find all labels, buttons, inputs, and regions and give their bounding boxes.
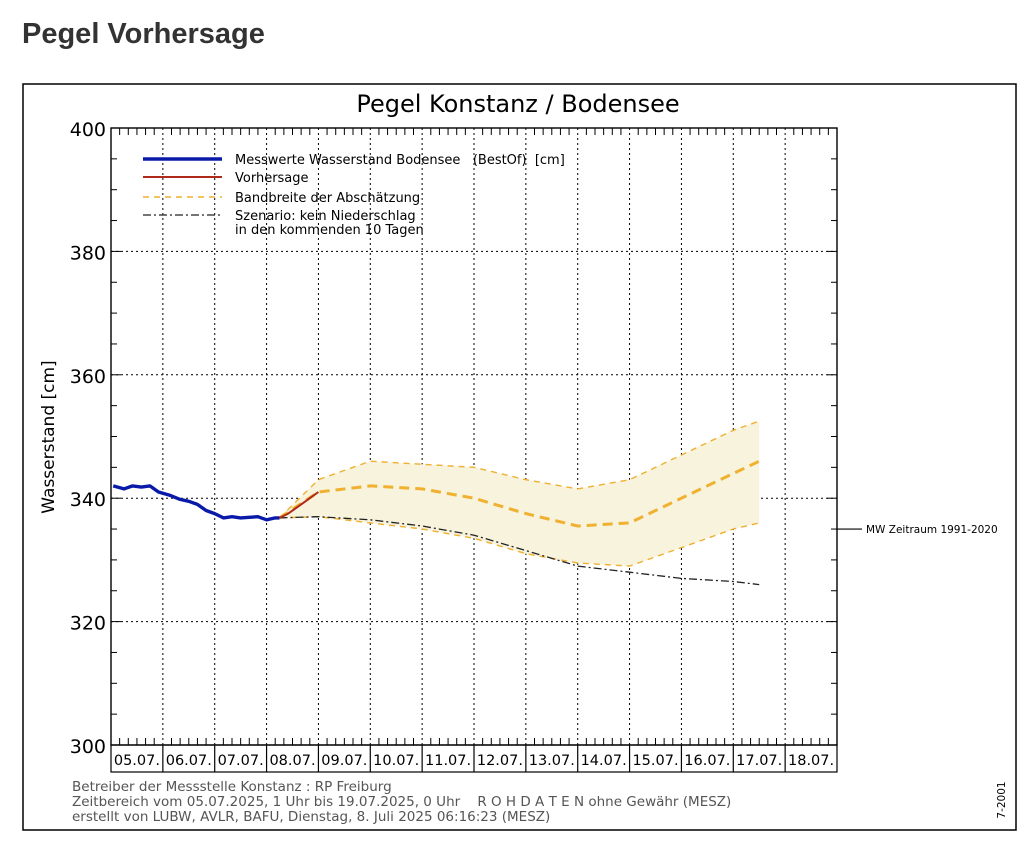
- x-axis-labels: 05.07. 06.07. 07.07. 08.07. 09.07. 10.07. 11.0…: [110, 744, 838, 773]
- footer-line-created: erstellt von LUBW, AVLR, BAFU, Dienstag,…: [72, 809, 550, 825]
- y-tick-label: 380: [70, 242, 106, 264]
- legend-label-szenario: Szenario: kein Niederschlag: [235, 209, 416, 224]
- legend-label-vorhersage: Vorhersage: [235, 171, 309, 186]
- chart-legend: Messwerte Wasserstand Bodensee (BestOf) …: [143, 153, 565, 238]
- series-line-messwerte: [112, 484, 280, 522]
- y-tick-label: 360: [70, 366, 106, 388]
- footer-line-operator: Betreiber der Messstelle Konstanz : RP F…: [72, 779, 392, 795]
- figure-frame: [22, 83, 1017, 831]
- x-tick-label: 06.07.: [166, 753, 212, 769]
- y-axis-ticks: 300 320 340 360 380 400: [70, 119, 837, 758]
- x-tick-label: 09.07.: [321, 753, 367, 769]
- y-tick-label: 340: [70, 489, 106, 511]
- page-heading: Pegel Vorhersage: [22, 18, 265, 50]
- data-series: [112, 484, 760, 586]
- y-tick-label: 320: [70, 613, 106, 635]
- legend-label-bandbreite: Bandbreite der Abschätzung: [235, 191, 420, 206]
- x-tick-label: 14.07.: [581, 753, 627, 769]
- y-axis-label: Wasserstand [cm]: [39, 360, 59, 513]
- x-tick-label: 11.07.: [425, 753, 471, 769]
- x-tick-label: 10.07.: [373, 753, 419, 769]
- y-tick-label: 400: [70, 119, 106, 141]
- x-tick-label: 17.07.: [736, 753, 782, 769]
- reference-line-label: MW Zeitraum 1991-2020: [866, 524, 998, 536]
- x-tick-label: 18.07.: [788, 753, 834, 769]
- x-tick-label: 15.07.: [632, 753, 678, 769]
- y-tick-label: 300: [70, 736, 106, 758]
- series-line-vorhersage: [279, 491, 319, 519]
- footer-text: Betreiber der Messstelle Konstanz : RP F…: [72, 779, 731, 825]
- footer-line-timerange: Zeitbereich vom 05.07.2025, 1 Uhr bis 19…: [72, 794, 731, 810]
- legend-label-messwerte: Messwerte Wasserstand Bodensee (BestOf) …: [235, 153, 565, 168]
- x-tick-label: 05.07.: [114, 753, 160, 769]
- side-code: 7-2001: [996, 781, 1008, 818]
- forecast-band: [278, 420, 760, 567]
- band-fill: [279, 421, 760, 567]
- reference-line-mw: MW Zeitraum 1991-2020: [837, 524, 998, 536]
- band-upper-line: [279, 420, 760, 519]
- x-tick-label: 08.07.: [269, 753, 315, 769]
- x-tick-label: 12.07.: [477, 753, 523, 769]
- x-tick-label: 07.07.: [218, 753, 264, 769]
- x-tick-label: 16.07.: [684, 753, 730, 769]
- band-median-line: [278, 459, 760, 528]
- chart-title: Pegel Konstanz / Bodensee: [356, 90, 679, 118]
- legend-label-szenario-line2: in den kommenden 10 Tagen: [235, 223, 424, 238]
- x-tick-label: 13.07.: [529, 753, 575, 769]
